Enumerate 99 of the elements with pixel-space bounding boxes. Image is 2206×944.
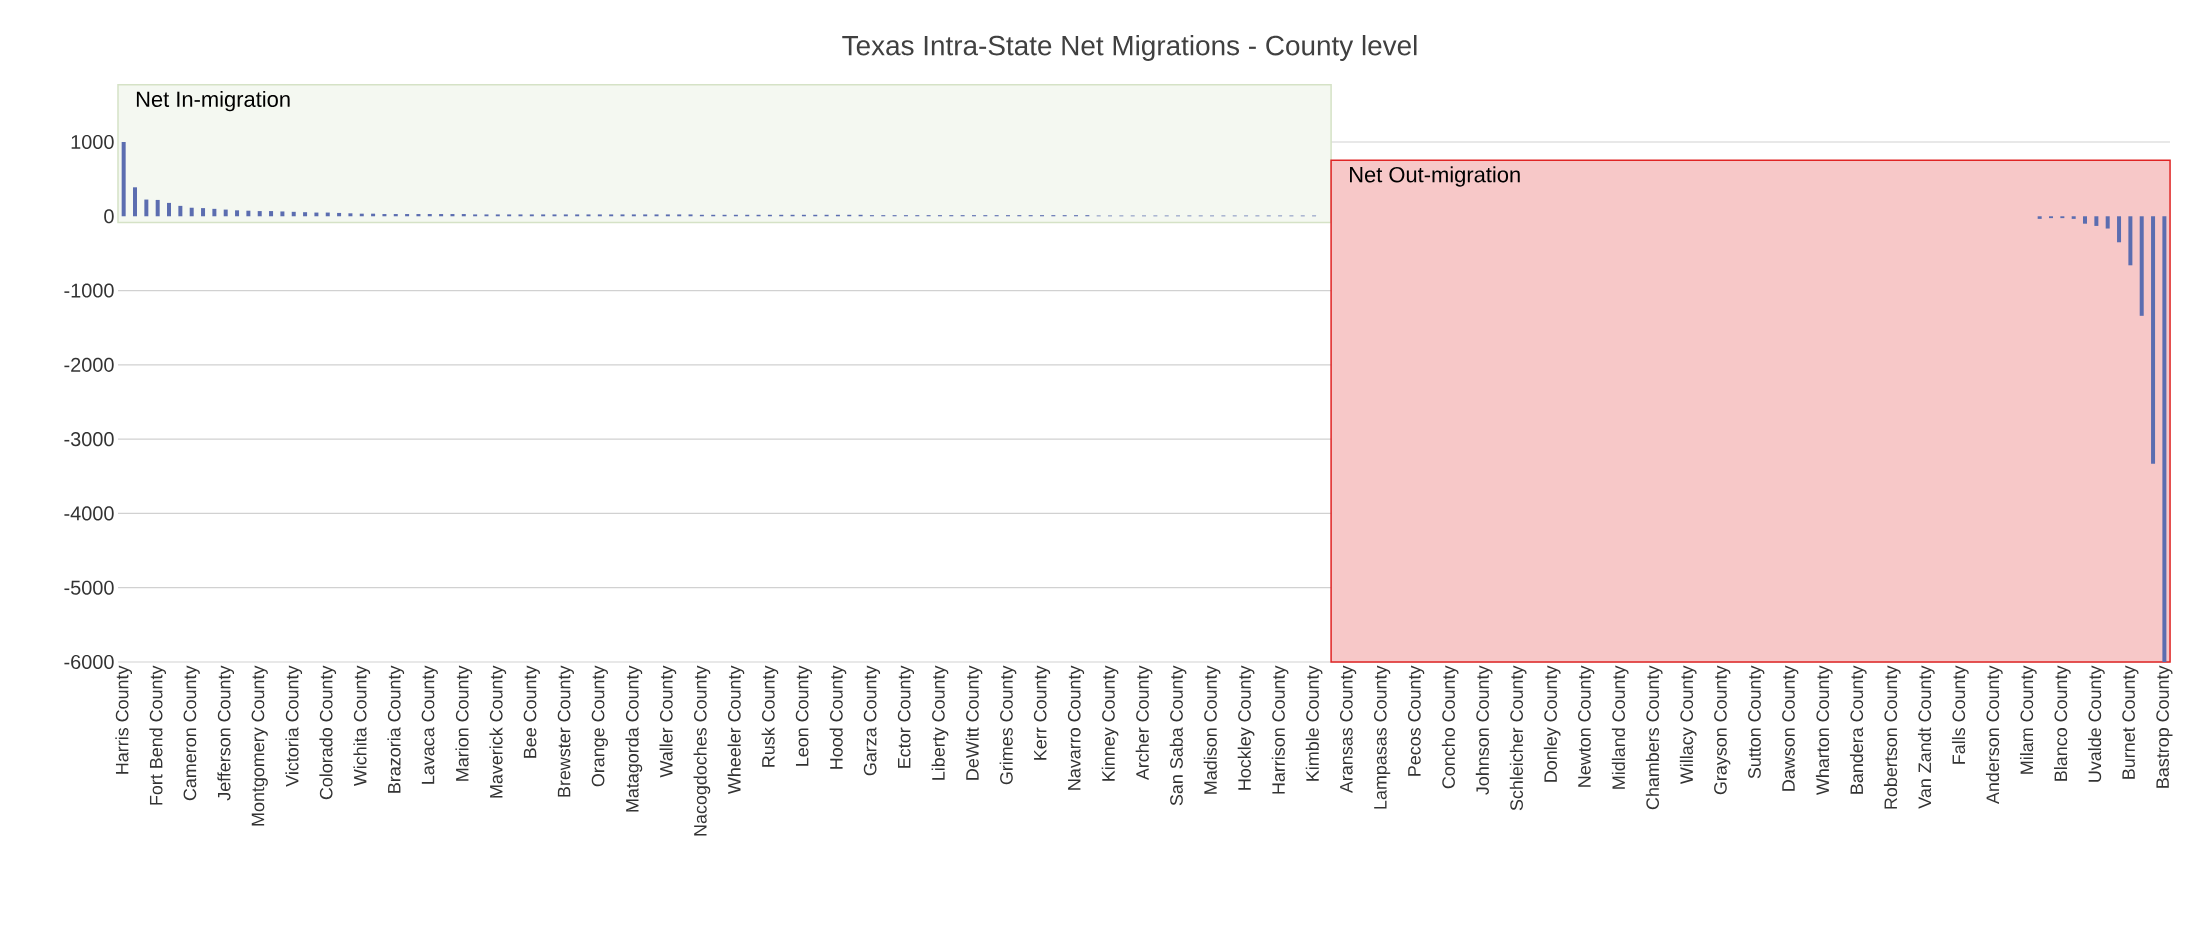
chart-title: Texas Intra-State Net Migrations - County level [842, 35, 1417, 61]
x-tick-label: Brewster County [557, 665, 574, 797]
bar [133, 187, 138, 217]
bar [257, 211, 262, 217]
x-tick-label: Anderson County [1985, 665, 2003, 805]
x-tick-label: Kerr County [1033, 665, 1051, 760]
x-tick-label: Rusk County [761, 665, 779, 767]
band-label: Net Out-migration [1350, 166, 1520, 187]
bar [235, 210, 240, 217]
bar [303, 212, 308, 217]
x-tick-label: Montgomery County [251, 665, 268, 826]
bar [2083, 216, 2088, 224]
bar [2071, 216, 2076, 219]
x-tick-label: Willacy County [1679, 665, 1697, 785]
x-tick-label: Lavaca County [421, 665, 438, 784]
x-tick-label: San Saba County [1169, 665, 1187, 806]
bar [2094, 216, 2099, 226]
x-tick-label: Waller County [659, 665, 677, 778]
x-tick-label: Falls County [1951, 665, 1969, 764]
band-label: Net In-migration [136, 90, 290, 112]
bar [2105, 216, 2110, 229]
x-tick-label: Victoria County [285, 665, 303, 787]
x-tick-label: Harris County [115, 665, 133, 774]
bar [167, 202, 172, 217]
x-tick-label: Matagorda County [625, 665, 643, 812]
x-tick-label: Garza County [863, 665, 881, 776]
y-tick-label: -3000 [64, 432, 114, 447]
x-tick-label: Newton County [1578, 665, 1595, 787]
x-tick-label: Burnet County [2122, 665, 2139, 779]
y-tick-label: 0 [104, 209, 114, 224]
bar [144, 199, 149, 217]
x-tick-label: Chambers County [1645, 665, 1663, 810]
x-tick-label: Kinney County [1101, 665, 1119, 781]
x-tick-label: Concho County [1441, 665, 1459, 789]
x-tick-label: Wharton County [1815, 665, 1833, 796]
x-tick-label: Uvalde County [2088, 665, 2105, 782]
y-tick-label: -2000 [64, 357, 114, 372]
bar [155, 199, 160, 217]
x-tick-label: Bastrop County [2156, 665, 2173, 788]
x-tick-label: Leon County [795, 665, 813, 766]
bar [348, 213, 353, 217]
y-tick-label: -1000 [64, 283, 114, 298]
y-tick-label: -5000 [64, 580, 114, 595]
x-tick-label: Archer County [1135, 665, 1153, 781]
bar [189, 207, 194, 217]
x-tick-label: Wheeler County [727, 665, 745, 795]
x-tick-label: Nacogdoches County [693, 665, 711, 836]
x-tick-label: Sutton County [1748, 665, 1765, 779]
bar [178, 205, 183, 217]
x-tick-label: Orange County [591, 665, 608, 787]
x-tick-label: Dawson County [1782, 665, 1799, 791]
x-tick-label: Robertson County [1883, 665, 1901, 809]
x-tick-label: Liberty County [931, 665, 949, 780]
x-tick-label: Madison County [1203, 665, 1221, 794]
x-tick-label: Johnson County [1475, 665, 1493, 795]
x-tick-label: Kimble County [1305, 665, 1323, 781]
bar [201, 208, 206, 217]
x-tick-label: Aransas County [1339, 665, 1357, 794]
x-tick-label: DeWitt County [965, 665, 983, 780]
x-tick-label: Ector County [897, 665, 915, 768]
bar [2117, 216, 2122, 243]
bar [246, 210, 251, 217]
bar [2037, 216, 2042, 219]
bar [269, 211, 274, 217]
x-tick-label: Milam County [2019, 665, 2037, 774]
x-tick-label: Donley County [1543, 665, 1561, 782]
bar [337, 212, 342, 217]
x-tick-label: Van Zandt County [1917, 665, 1935, 809]
bar [280, 211, 285, 217]
x-tick-label: Bee County [523, 665, 540, 758]
bar [212, 208, 217, 217]
x-tick-label: Harrison County [1271, 665, 1289, 794]
y-tick-label: -6000 [64, 654, 114, 670]
x-tick-label: Maverick County [489, 665, 507, 798]
bar [2128, 216, 2133, 266]
y-tick-label: 1000 [71, 134, 114, 150]
x-tick-label: Pecos County [1407, 665, 1425, 776]
x-tick-label: Grayson County [1714, 665, 1731, 795]
bar [2139, 216, 2144, 316]
x-tick-label: Jefferson County [217, 665, 235, 801]
x-tick-label: Brazoria County [387, 665, 405, 793]
y-tick-label: -4000 [64, 506, 114, 521]
bar [121, 141, 126, 217]
x-tick-label: Navarro County [1067, 665, 1085, 790]
x-tick-label: Colorado County [319, 665, 337, 800]
x-tick-label: Blanco County [2053, 665, 2071, 781]
x-tick-label: Midland County [1611, 665, 1629, 789]
x-tick-label: Grimes County [999, 665, 1017, 785]
x-tick-label: Bandera County [1849, 665, 1867, 794]
x-tick-label: Marion County [455, 665, 473, 781]
x-tick-label: Lampasas County [1373, 665, 1391, 809]
bar [2151, 216, 2156, 464]
x-tick-label: Schleicher County [1509, 665, 1527, 811]
x-tick-label: Cameron County [183, 665, 200, 801]
bar [2162, 216, 2167, 662]
x-tick-label: Fort Bend County [149, 665, 167, 805]
x-tick-label: Hockley County [1237, 665, 1255, 790]
x-tick-label: Wichita County [353, 665, 371, 787]
x-tick-label: Hood County [829, 665, 847, 769]
